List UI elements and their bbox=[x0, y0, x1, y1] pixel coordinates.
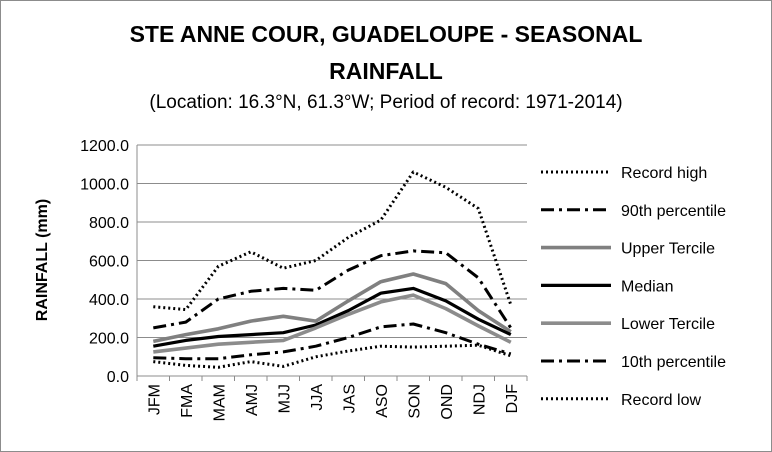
x-tick-label: MAM bbox=[211, 384, 228, 421]
series-line bbox=[153, 293, 512, 354]
x-tick-label: JAS bbox=[341, 384, 358, 413]
x-axis: JFM FMA MAM AMJ MJJ JJA JAS ASO SON OND NDJ DJF bbox=[136, 375, 528, 421]
legend-label: Record high bbox=[621, 165, 707, 182]
series-line bbox=[153, 343, 512, 369]
series-lines bbox=[152, 170, 513, 369]
x-tick-label: JJA bbox=[309, 384, 326, 411]
x-tick-label: MJJ bbox=[276, 384, 293, 413]
x-tick-label: DJF bbox=[504, 384, 521, 414]
y-tick-label: 800.0 bbox=[89, 215, 129, 232]
series-line bbox=[153, 322, 512, 361]
y-tick-label: 1200.0 bbox=[80, 138, 129, 155]
legend: Record high 90th percentile Upper Tercile M… bbox=[541, 165, 726, 409]
legend-label: Median bbox=[621, 278, 673, 295]
x-tick-label: FMA bbox=[179, 384, 196, 418]
series-line bbox=[153, 286, 512, 348]
x-tick-label: ASO bbox=[374, 384, 391, 418]
legend-label: Lower Tercile bbox=[621, 316, 715, 333]
y-axis-label: RAINFALL (mm) bbox=[34, 199, 51, 321]
x-tick-label: OND bbox=[439, 384, 456, 420]
x-tick-label: JFM bbox=[146, 384, 163, 415]
x-tick-label: NDJ bbox=[471, 384, 488, 415]
legend-label: Record low bbox=[621, 392, 701, 409]
series-line bbox=[152, 272, 512, 344]
x-tick-label: SON bbox=[406, 384, 423, 419]
chart-title-line-2: RAINFALL bbox=[329, 58, 443, 84]
y-tick-label: 0.0 bbox=[107, 369, 129, 386]
legend-label: 90th percentile bbox=[621, 203, 726, 220]
y-tick-label: 200.0 bbox=[89, 331, 129, 348]
series-line bbox=[153, 170, 513, 312]
series-line bbox=[153, 249, 513, 330]
chart-title-line-1: STE ANNE COUR, GUADELOUPE - SEASONAL bbox=[129, 21, 643, 47]
x-tick-label: AMJ bbox=[244, 384, 261, 416]
legend-label: Upper Tercile bbox=[621, 241, 715, 258]
legend-label: 10th percentile bbox=[621, 354, 726, 371]
chart-subtitle: (Location: 16.3°N, 61.3°W; Period of rec… bbox=[149, 92, 623, 113]
y-axis: 0.0 200.0 400.0 600.0 800.0 1000.0 1200.0 bbox=[80, 138, 138, 386]
y-tick-label: 600.0 bbox=[89, 254, 129, 271]
y-tick-label: 1000.0 bbox=[80, 177, 129, 194]
y-tick-label: 400.0 bbox=[89, 292, 129, 309]
